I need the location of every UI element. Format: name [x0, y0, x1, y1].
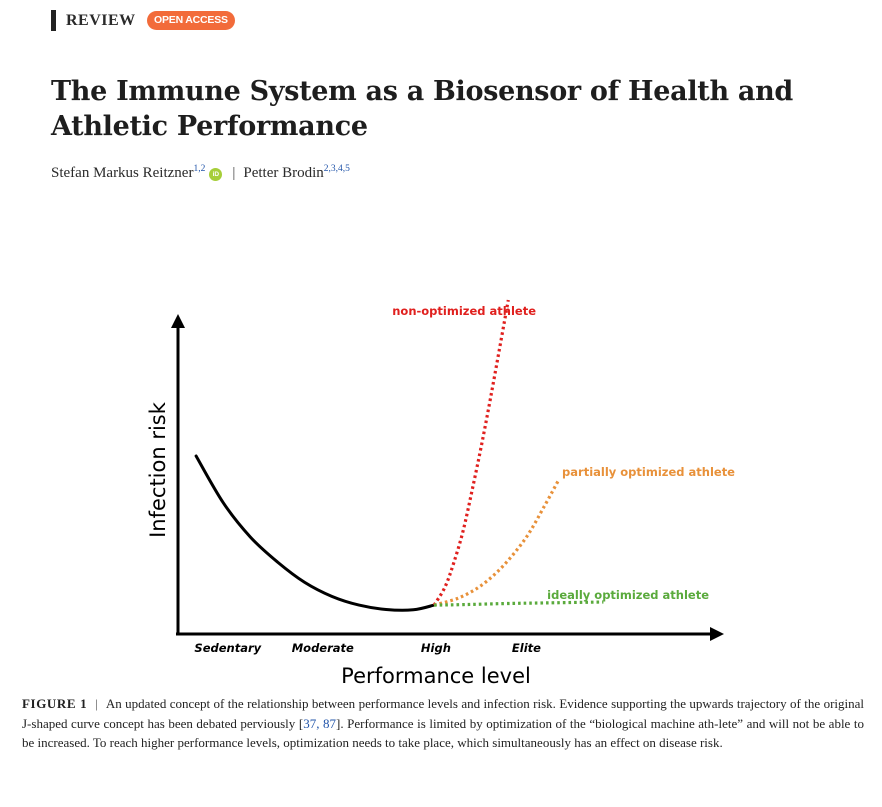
y-axis-arrow [171, 314, 185, 328]
baseline-curve [194, 454, 436, 612]
figure-caption: FIGURE 1 | An updated concept of the relat… [22, 694, 864, 753]
x-tick-label-moderate: Moderate [292, 641, 354, 655]
author-list: Stefan Markus Reitzner1,2iD | Petter Brodi… [51, 159, 350, 183]
caption-references[interactable]: 37, 87 [303, 715, 336, 731]
orcid-icon[interactable]: iD [209, 168, 223, 181]
review-bar [51, 10, 56, 31]
open-access-badge[interactable]: OPEN ACCESS [147, 11, 235, 30]
annotation-non-optimized: non-optimized athlete [392, 304, 536, 318]
caption-text-1: An updated concept of the relationship b… [22, 696, 865, 731]
author-name-2[interactable]: Petter Brodin [243, 165, 324, 181]
annotation-partially-optimized: partially optimized athlete [562, 465, 735, 479]
x-tick-label-high: High [421, 641, 451, 655]
author-affiliations-2[interactable]: 2,3,4,5 [323, 164, 350, 174]
figure-1: non-optimized athlete partially optimize… [140, 290, 760, 690]
ideally-optimized-curve [434, 600, 604, 607]
author-separator: | [232, 165, 236, 181]
x-axis-arrow [710, 627, 724, 641]
caption-text-2: ]. Performance is limited by optimizatio… [22, 715, 865, 751]
y-axis-label: Infection risk [146, 401, 170, 538]
figure-label: FIGURE 1 [22, 696, 88, 711]
infection-risk-chart: non-optimized athlete partially optimize… [146, 299, 735, 688]
partially-optimized-curve [433, 480, 560, 607]
non-optimized-curve [432, 299, 510, 606]
article-title: The Immune System as a Biosensor of Heal… [51, 76, 794, 142]
x-tick-label-sedentary: Sedentary [194, 641, 261, 655]
annotation-ideally-optimized: ideally optimized athlete [547, 588, 709, 602]
x-axis-label: Performance level [341, 664, 531, 688]
author-affiliations-1[interactable]: 1,2 [193, 164, 206, 174]
article-type-label: REVIEW [66, 12, 136, 29]
author-name-1[interactable]: Stefan Markus Reitzner [51, 165, 194, 181]
x-tick-label-elite: Elite [512, 641, 541, 655]
x-tick-labels: Sedentary Moderate High Elite [194, 641, 541, 655]
caption-separator: | [95, 696, 98, 711]
